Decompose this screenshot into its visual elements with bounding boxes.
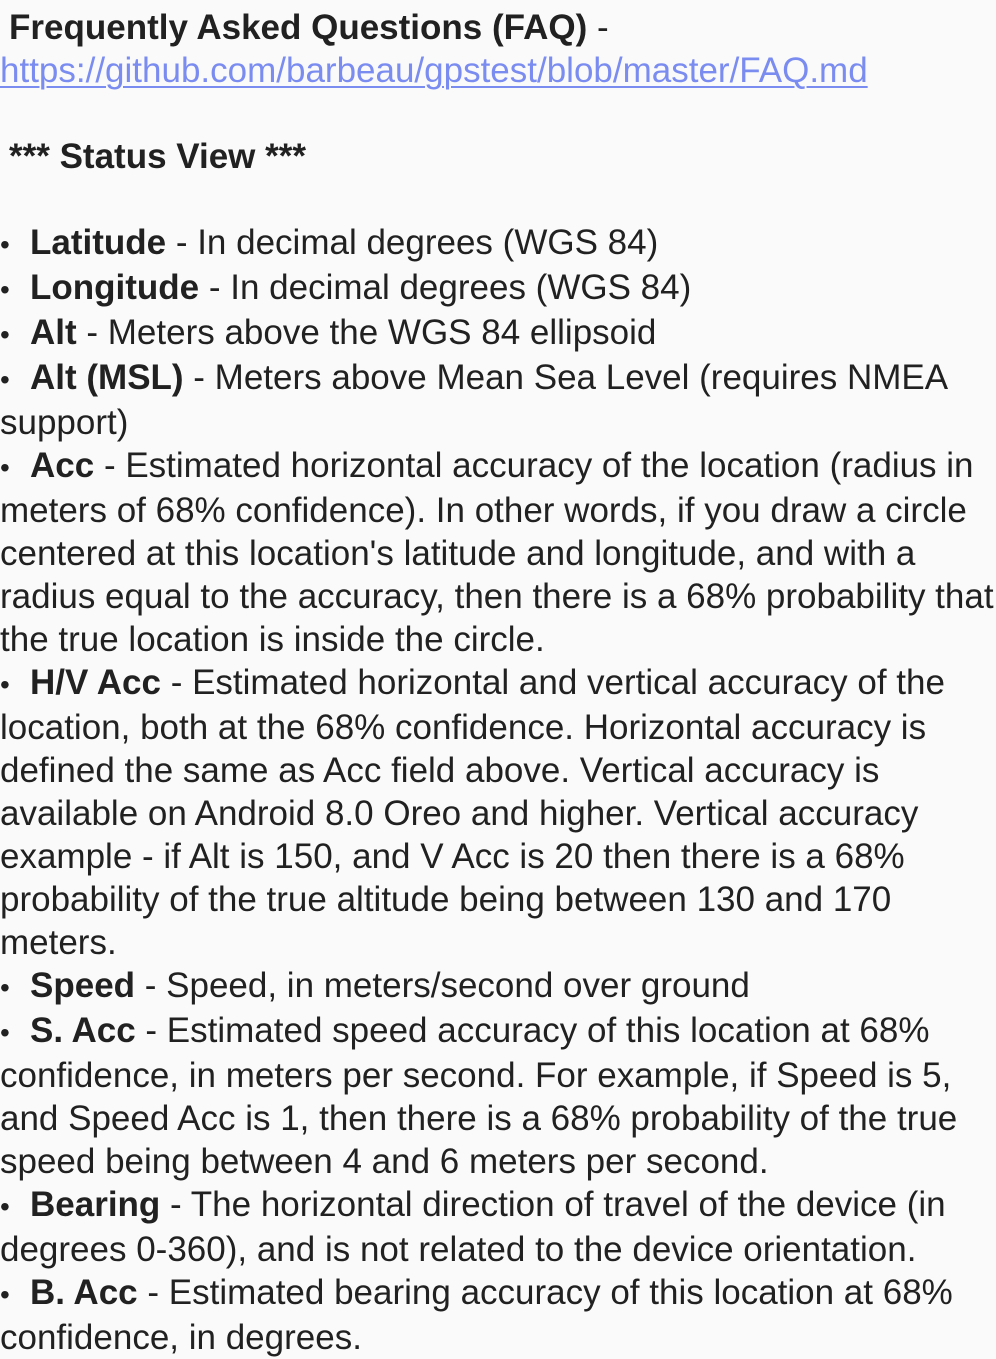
faq-separator: - [587,8,609,47]
item-term: H/V Acc [30,663,161,702]
item-term: Speed [30,966,136,1005]
list-item: • S. Acc - Estimated speed accuracy of th… [0,1009,996,1183]
faq-title: Frequently Asked Questions (FAQ) [9,8,588,47]
item-description: - Estimated horizontal accuracy of the l… [0,446,994,659]
bullet-icon: • [0,274,10,305]
bullet-icon: • [0,229,10,260]
list-item: • Alt (MSL) - Meters above Mean Sea Level… [0,356,996,444]
list-item: • B. Acc - Estimated bearing accuracy of … [0,1271,996,1359]
bullet-icon: • [0,452,10,483]
item-term: Acc [30,446,95,485]
list-item: • H/V Acc - Estimated horizontal and vert… [0,661,996,964]
item-term: Latitude [30,223,167,262]
bullet-icon: • [0,319,10,350]
list-item: • Latitude - In decimal degrees (WGS 84) [0,221,996,266]
item-term: S. Acc [30,1011,136,1050]
item-description: - Meters above Mean Sea Level (requires … [0,358,947,442]
list-item: • Alt - Meters above the WGS 84 ellipsoid [0,311,996,356]
list-item: • Speed - Speed, in meters/second over gr… [0,964,996,1009]
list-item: • Longitude - In decimal degrees (WGS 84) [0,266,996,311]
list-item: • Acc - Estimated horizontal accuracy of … [0,444,996,661]
item-description: - Estimated horizontal and vertical accu… [0,663,945,962]
spacer [0,92,996,135]
item-description: - Meters above the WGS 84 ellipsoid [76,313,657,352]
item-term: Bearing [30,1185,161,1224]
bullet-icon: • [0,1279,10,1310]
bullet-icon: • [0,1191,10,1222]
bullet-icon: • [0,1017,10,1048]
bullet-icon: • [0,364,10,395]
item-term: Alt [30,313,77,352]
item-description: - In decimal degrees (WGS 84) [199,268,692,307]
section-title: *** Status View *** [9,137,306,176]
item-term: Longitude [30,268,200,307]
bullet-icon: • [0,669,10,700]
status-view-list: • Latitude - In decimal degrees (WGS 84) •… [0,221,996,1359]
faq-link[interactable]: https://github.com/barbeau/gpstest/blob/… [0,51,868,90]
faq-heading: Frequently Asked Questions (FAQ) - [0,6,996,49]
item-description: - Estimated speed accuracy of this locat… [0,1011,958,1181]
spacer [0,178,996,221]
item-term: B. Acc [30,1273,138,1312]
item-term: Alt (MSL) [30,358,184,397]
item-description: - In decimal degrees (WGS 84) [166,223,659,262]
item-description: - Speed, in meters/second over ground [135,966,750,1005]
list-item: • Bearing - The horizontal direction of t… [0,1183,996,1271]
bullet-icon: • [0,972,10,1003]
item-description: - Estimated bearing accuracy of this loc… [0,1273,953,1357]
item-description: - The horizontal direction of travel of … [0,1185,946,1269]
